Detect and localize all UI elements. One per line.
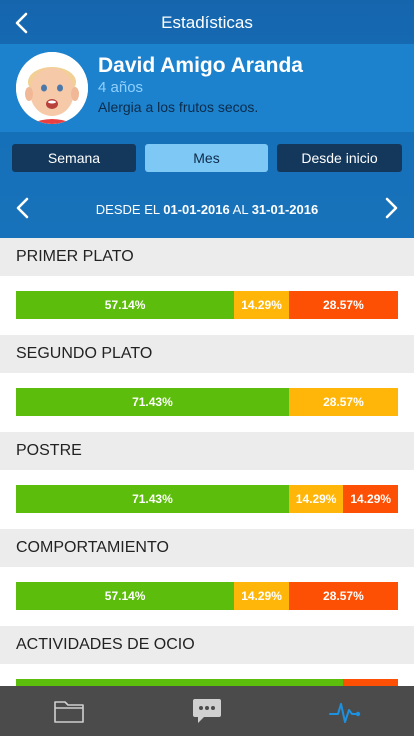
bar-segment-bad: 28.57% (288, 582, 398, 610)
chevron-left-icon (15, 12, 28, 34)
bar-segment-bad (343, 679, 398, 686)
section-title: POSTRE (0, 432, 414, 470)
next-range-button[interactable] (380, 196, 402, 220)
percentage-bar: 71.43% 14.29% 14.29% (16, 485, 398, 513)
bar-segment-good: 57.14% (16, 291, 235, 319)
tab-messages[interactable] (190, 696, 224, 726)
child-photo (16, 52, 88, 124)
percentage-bar: 57.14% 14.29% 28.57% (16, 291, 398, 319)
stats-sections-list[interactable]: PRIMER PLATO 57.14% 14.29% 28.57% SEGUNDO PL… (0, 238, 414, 686)
section-body: 71.43% 28.57% (0, 373, 414, 432)
back-button[interactable] (10, 10, 36, 36)
section-body: 57.14% 14.29% 28.57% (0, 567, 414, 626)
section-title: SEGUNDO PLATO (0, 335, 414, 373)
percentage-bar: 71.43% 28.57% (16, 388, 398, 416)
child-name: David Amigo Aranda (98, 54, 303, 77)
bar-segment-good (16, 679, 344, 686)
segment-since-start[interactable]: Desde inicio (277, 144, 402, 172)
bar-segment-medium: 14.29% (234, 291, 289, 319)
bar-segment-good: 57.14% (16, 582, 235, 610)
section-title: COMPORTAMIENTO (0, 529, 414, 567)
bar-segment-good: 71.43% (16, 485, 289, 513)
range-to-date: 31-01-2016 (251, 202, 319, 217)
stats-header: Estadísticas David Amigo Aranda 4 años A… (0, 0, 414, 238)
range-from-label: DESDE EL (95, 202, 160, 217)
period-segmented-control: Semana Mes Desde inicio (12, 144, 402, 172)
bar-segment-bad: 28.57% (288, 291, 398, 319)
bar-segment-bad: 14.29% (343, 485, 398, 513)
bar-segment-medium: 14.29% (234, 582, 289, 610)
child-age: 4 años (98, 79, 144, 96)
activity-pulse-icon (329, 703, 361, 723)
segment-month[interactable]: Mes (145, 144, 268, 172)
section-body: 71.43% 14.29% 14.29% (0, 470, 414, 529)
range-to-label: AL (232, 202, 249, 217)
folder-icon (54, 701, 84, 723)
child-allergy: Alergia a los frutos secos. (98, 99, 259, 115)
chat-bubble-icon (193, 699, 221, 723)
bar-segment-medium: 28.57% (288, 388, 398, 416)
segment-week[interactable]: Semana (12, 144, 136, 172)
tab-statistics[interactable] (328, 696, 362, 726)
page-title: Estadísticas (161, 13, 253, 32)
child-profile: David Amigo Aranda 4 años Alergia a los … (0, 44, 414, 132)
section-title: PRIMER PLATO (0, 238, 414, 276)
tab-files[interactable] (52, 696, 86, 726)
section-title: ACTIVIDADES DE OCIO (0, 626, 414, 664)
date-range-text: DESDE EL 01-01-2016 AL 31-01-2016 (0, 202, 414, 217)
navigation-bar: Estadísticas (0, 0, 414, 44)
percentage-bar (16, 679, 398, 686)
date-range-selector: DESDE EL 01-01-2016 AL 31-01-2016 (0, 188, 414, 228)
section-body (0, 664, 414, 686)
section-body: 57.14% 14.29% 28.57% (0, 276, 414, 335)
bar-segment-good: 71.43% (16, 388, 289, 416)
chevron-left-icon (16, 197, 29, 219)
percentage-bar: 57.14% 14.29% 28.57% (16, 582, 398, 610)
avatar[interactable] (16, 52, 88, 124)
range-from-date: 01-01-2016 (163, 202, 230, 217)
bar-segment-medium: 14.29% (288, 485, 344, 513)
previous-range-button[interactable] (12, 196, 34, 220)
chevron-right-icon (385, 197, 398, 219)
tab-bar (0, 686, 414, 736)
